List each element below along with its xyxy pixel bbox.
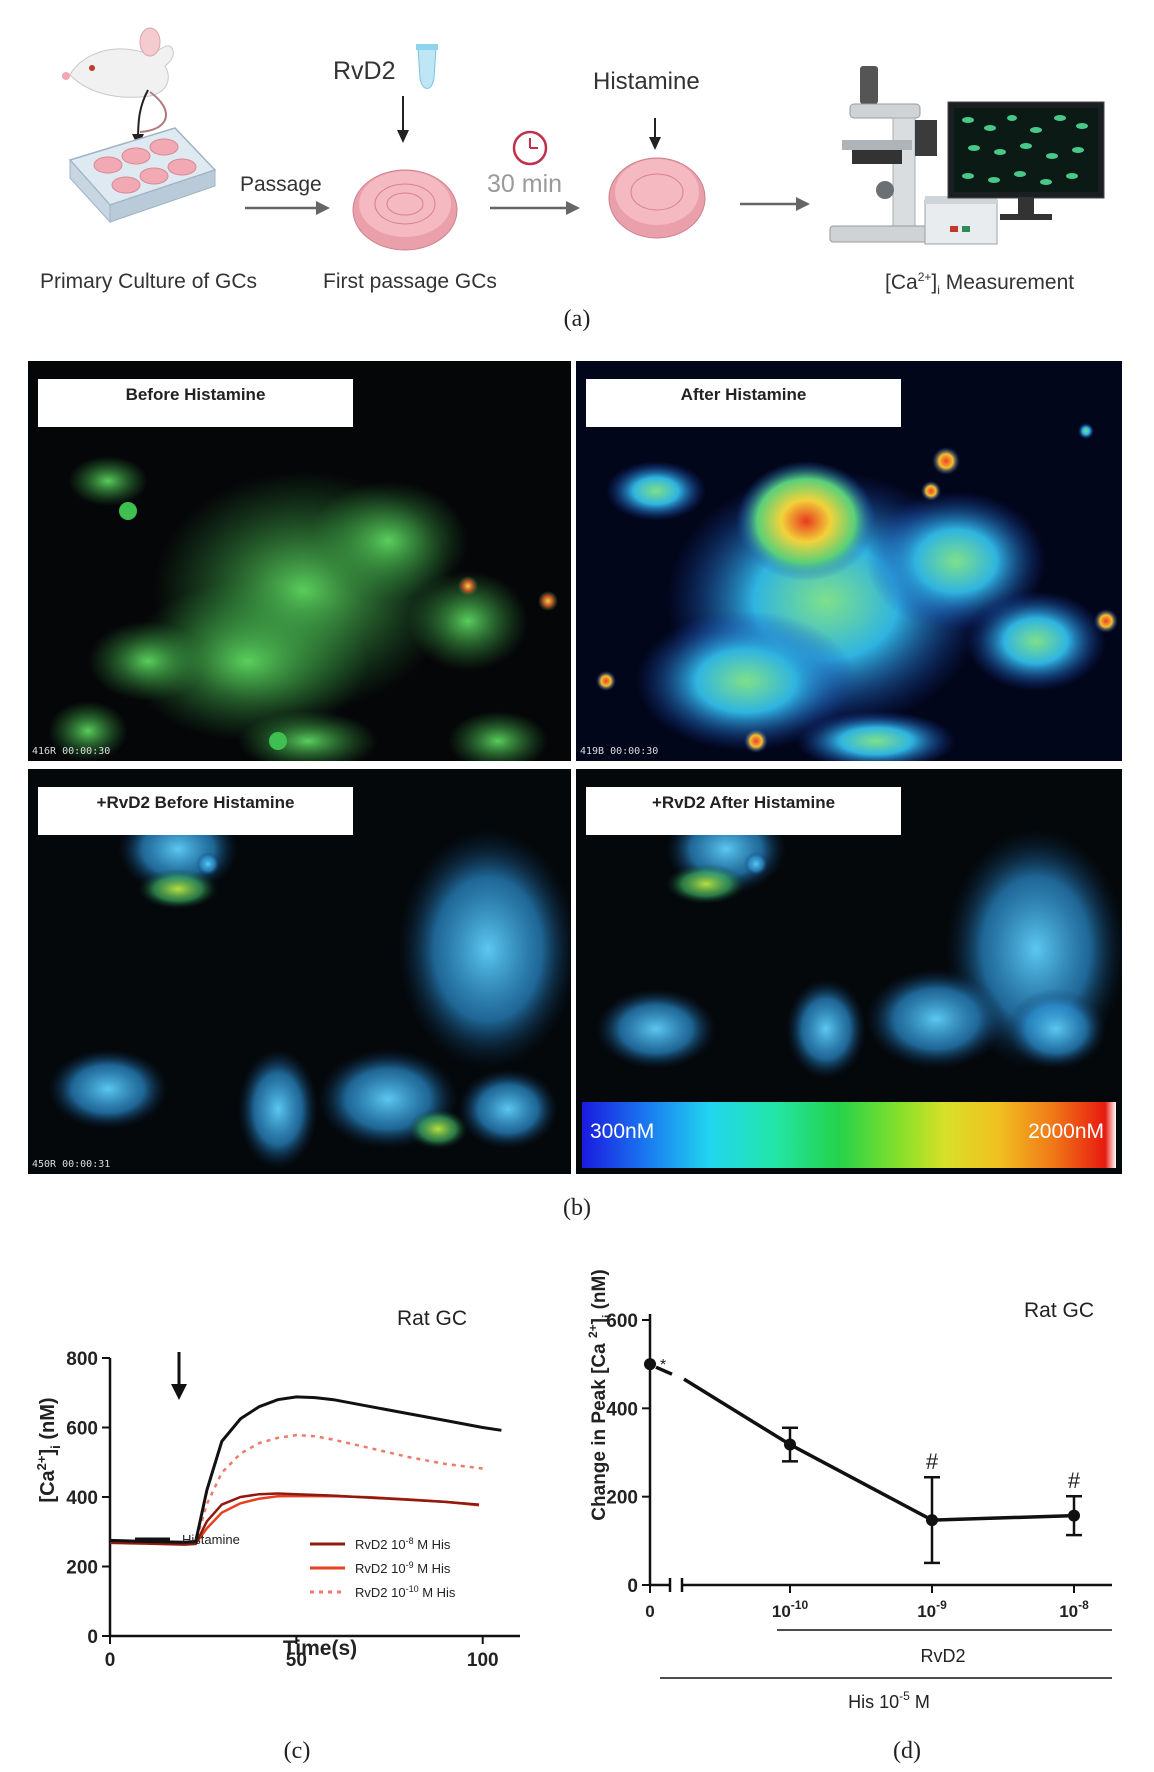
passage-label: Passage	[240, 173, 322, 196]
chart-d-point	[1068, 1509, 1080, 1522]
chart-c-x-tick-label: 0	[105, 1650, 116, 1671]
chart-c-series-line	[109, 1492, 480, 1546]
chart-d-line-segment	[683, 1377, 791, 1447]
chart-d-x-tick-label: 0	[645, 1602, 654, 1621]
his-treatment-label: His 10-5 M	[848, 1689, 930, 1712]
time-label: 30 min	[487, 170, 563, 198]
image-timestamp: 419B 00:00:30	[580, 746, 659, 757]
image-before-histamine: Before Histamine 416R 00:00:30	[28, 361, 571, 761]
chart-d-y-tick-label: 400	[606, 1399, 638, 1420]
chart-d-point	[644, 1358, 656, 1371]
measurement-label: [Ca2+]i Measurement	[885, 270, 1075, 298]
caption-c-label: (c)	[283, 1738, 311, 1764]
image-after-histamine-canvas	[596, 383, 1118, 761]
chart-c-series-line	[109, 1433, 483, 1545]
rat-icon	[62, 27, 174, 133]
monitor-icon	[947, 101, 1105, 220]
colorbar-min-label: 300nM	[590, 1120, 655, 1143]
chart-d-x-tick-label: 10-9	[917, 1598, 947, 1621]
image-label: +RvD2 Before Histamine	[38, 787, 353, 835]
chart-d-dose-response: 0 200 400 600 0 10-10 10-9 10-8 * # # Rat GC Chan…	[586, 1269, 1112, 1712]
colorbar-max-label: 2000nM	[1028, 1120, 1104, 1143]
chart-c-legend-label: RvD2 10-9 M His	[355, 1560, 451, 1576]
image-timestamp: 450R 00:00:31	[32, 1159, 111, 1170]
image-label: After Histamine	[586, 379, 901, 427]
chart-d-y-tick-label: 0	[627, 1576, 638, 1597]
chart-d-x-tick-label: 10-10	[772, 1598, 809, 1621]
chart-c-legend-label: Histamine	[182, 1532, 240, 1547]
calcium-colorbar: 300nM 2000nM	[582, 1102, 1116, 1168]
image-rvd2-after-histamine: +RvD2 After Histamine 300nM 2000nM	[576, 769, 1122, 1174]
first-passage-label: First passage GCs	[323, 270, 497, 293]
image-before-histamine-canvas	[48, 456, 558, 761]
chart-d-series: * # #	[644, 1357, 1082, 1565]
primary-culture-label: Primary Culture of GCs	[40, 270, 258, 293]
chart-d-significance-hash: #	[926, 1449, 939, 1474]
histamine-label: Histamine	[593, 68, 700, 95]
chart-d-point	[926, 1514, 938, 1527]
chart-c-y-tick-label: 600	[66, 1419, 98, 1440]
chart-c-legend-label: RvD2 10-10 M His	[355, 1584, 456, 1600]
chart-d-x-tick-label: 10-8	[1059, 1598, 1089, 1621]
image-label: +RvD2 After Histamine	[586, 787, 901, 835]
chart-d-point	[784, 1438, 796, 1451]
chart-c-series	[109, 1395, 502, 1546]
chart-d-ylabel: Change in Peak [Ca 2+]i (nM)	[586, 1269, 614, 1520]
caption-a: (a)	[563, 306, 591, 332]
tube-icon	[416, 44, 438, 89]
image-after-histamine: After Histamine 419B 00:00:30	[576, 361, 1122, 761]
controller-box-icon	[924, 196, 998, 245]
microscope-icon	[829, 66, 937, 243]
chart-d-title: Rat GC	[1024, 1299, 1094, 1322]
clock-icon	[512, 130, 548, 166]
histamine-arrowhead	[171, 1384, 187, 1400]
chart-c-ylabel: [Ca2+]i (nM)	[34, 1397, 63, 1502]
workflow-illustration	[62, 27, 1105, 251]
chart-c-y-tick-label: 400	[66, 1488, 98, 1509]
chart-d-y-tick-label: 600	[606, 1311, 638, 1332]
chart-c-title: Rat GC	[397, 1307, 467, 1330]
image-label: Before Histamine	[38, 379, 353, 427]
chart-c-series-line	[109, 1395, 502, 1544]
caption-b: (b)	[563, 1195, 591, 1221]
chart-d-axes: 0 200 400 600 0 10-10 10-9 10-8	[606, 1311, 1112, 1621]
rvd2-treatment-label: RvD2	[920, 1646, 965, 1666]
image-rvd2-before-histamine: +RvD2 Before Histamine 450R 00:00:31	[28, 769, 571, 1174]
caption-d-label: (d)	[893, 1738, 921, 1764]
chart-c-x-tick-label: 100	[467, 1650, 499, 1671]
chart-c-y-tick-label: 800	[66, 1349, 98, 1370]
dish-histamine-icon	[608, 157, 706, 239]
rvd2-label: RvD2	[333, 57, 396, 85]
chart-d-significance-star: *	[660, 1357, 666, 1374]
chart-d-line-segment	[789, 1443, 933, 1522]
chart-d-line-segment	[655, 1365, 673, 1376]
chart-c-x-tick-label: 50	[286, 1650, 307, 1671]
chart-c-legend-label: RvD2 10-8 M His	[355, 1536, 451, 1552]
chart-c-legend: Histamine RvD2 10-8 M His RvD2 10-9 M His R…	[135, 1532, 456, 1600]
chart-d-significance-hash: #	[1068, 1468, 1081, 1493]
image-timestamp: 416R 00:00:30	[32, 746, 111, 757]
chart-c-time-course: 0 200 400 600 800 0 50 100 Rat GC Time(s) [Ca2+…	[34, 1307, 520, 1671]
chart-c-y-tick-label: 0	[87, 1627, 98, 1648]
chart-c-y-tick-label: 200	[66, 1558, 98, 1579]
well-plate-icon	[68, 127, 217, 224]
chart-c-axes: 0 200 400 600 800 0 50 100	[66, 1349, 520, 1671]
dish-first-passage-icon	[352, 169, 458, 251]
chart-c-xlabel: Time(s)	[283, 1637, 357, 1660]
image-rvd2-after-canvas	[596, 804, 1122, 1079]
chart-d-y-tick-label: 200	[606, 1488, 638, 1509]
chart-d-line-segment	[931, 1513, 1075, 1522]
